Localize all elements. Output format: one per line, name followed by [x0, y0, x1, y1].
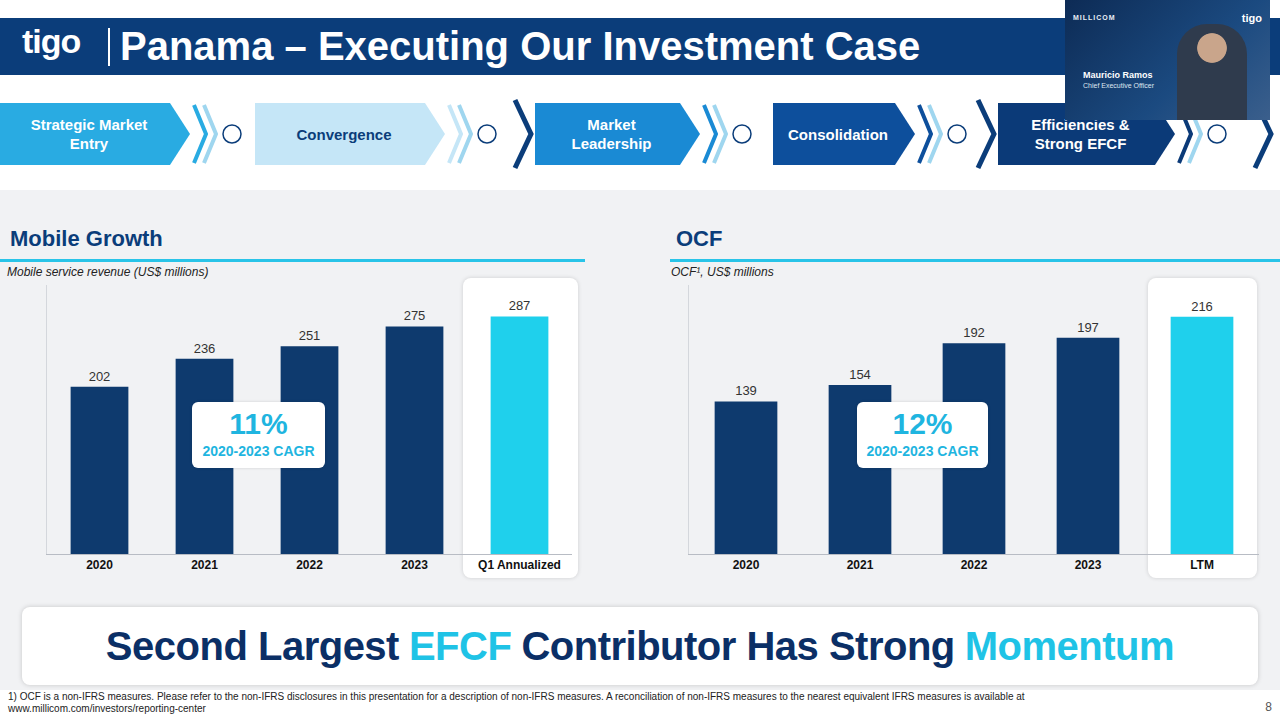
html-text:Mobile Growth: Mobile Growth	[10, 226, 163, 251]
svg-text:192: 192	[963, 325, 985, 340]
svg-text:139: 139	[735, 383, 757, 398]
svg-text:287: 287	[509, 298, 531, 313]
svg-text:197: 197	[1077, 320, 1099, 335]
svg-text:2021: 2021	[191, 558, 218, 572]
svg-text:2023: 2023	[401, 558, 428, 572]
html-text:Strategic Market Entry: Strategic Market Entry	[30, 116, 148, 152]
svg-text:275: 275	[404, 308, 426, 323]
html-text:OCF: OCF	[676, 226, 723, 251]
svg-text:154: 154	[849, 367, 871, 382]
svg-text:2022: 2022	[296, 558, 323, 572]
html-text:2020-2023 CAGR: 2020-2023 CAGR	[866, 443, 979, 459]
html-text:Mobile service revenue (US$ mi: Mobile service revenue (US$ millions)	[7, 265, 209, 279]
html-text:Market Leadership: Market Leadership	[571, 116, 652, 152]
html-text:tigo: tigo	[22, 22, 81, 60]
html-text:12%: 12%	[892, 407, 953, 440]
html-text:tigo: tigo	[1241, 12, 1262, 24]
svg-text:251: 251	[299, 328, 321, 343]
html-text:11%: 11%	[229, 407, 288, 440]
html-text:1) OCF is a non-IFRS measures.: 1) OCF is a non-IFRS measures. Please re…	[8, 691, 1025, 714]
svg-text:2022: 2022	[961, 558, 988, 572]
svg-text:202: 202	[89, 369, 111, 384]
svg-text:2020: 2020	[733, 558, 760, 572]
svg-text:216: 216	[1191, 299, 1213, 314]
svg-text:2020: 2020	[86, 558, 113, 572]
svg-text:2023: 2023	[1075, 558, 1102, 572]
html-text:Chief Executive Officer: Chief Executive Officer	[1083, 82, 1155, 89]
html-text:Mauricio Ramos: Mauricio Ramos	[1083, 70, 1153, 80]
html-text:Consolidation: Consolidation	[788, 125, 888, 143]
html-text:8: 8	[1265, 700, 1272, 714]
svg-text:2021: 2021	[847, 558, 874, 572]
html-text:Convergence: Convergence	[296, 125, 392, 143]
html-text:MILLICOM: MILLICOM	[1073, 14, 1116, 21]
html-text:Panama – Executing Our Investm: Panama – Executing Our Investment Case	[120, 24, 921, 68]
svg-text:236: 236	[194, 341, 216, 356]
html-text:OCF¹, US$ millions: OCF¹, US$ millions	[671, 265, 774, 279]
svg-text:LTM: LTM	[1190, 558, 1214, 572]
html-text:Second Largest EFCF Contributo: Second Largest EFCF Contributor Has Stro…	[105, 623, 1175, 668]
svg-text:Q1 Annualized: Q1 Annualized	[478, 558, 561, 572]
html-text:Efficiencies & Strong EFCF: Efficiencies & Strong EFCF	[1031, 116, 1130, 152]
html-text:2020-2023 CAGR: 2020-2023 CAGR	[202, 443, 315, 459]
